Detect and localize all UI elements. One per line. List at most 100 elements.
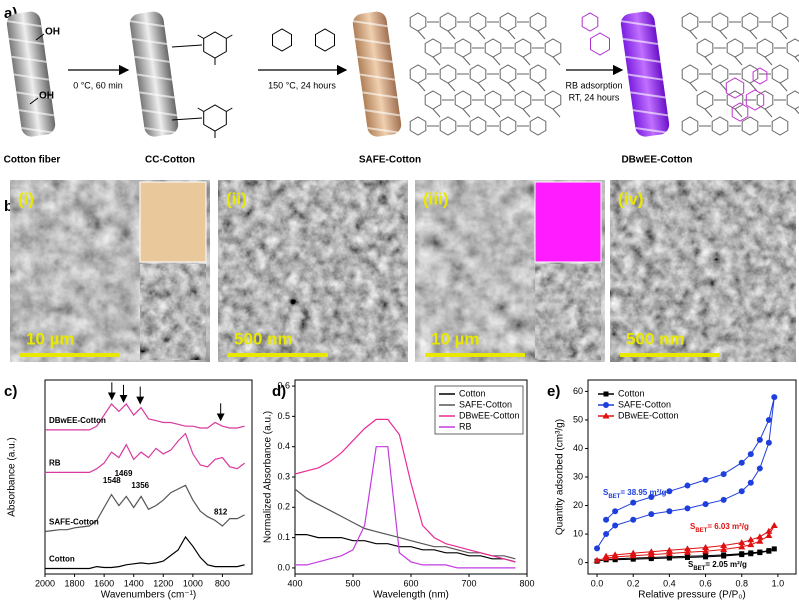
triazine-ring	[315, 28, 335, 52]
bond	[477, 30, 486, 40]
bond	[794, 56, 799, 63]
annotation: SBET= 6.03 m²/g	[690, 522, 749, 533]
triazine-ring	[454, 38, 472, 58]
triazine-ring	[756, 38, 774, 58]
fiber-stripe	[13, 73, 50, 81]
bond	[719, 30, 728, 40]
triazine-ring	[409, 12, 427, 32]
legend-label: Cotton	[459, 388, 486, 398]
peak-label: 1469	[115, 469, 133, 478]
triazine-ring	[696, 38, 714, 58]
bond	[462, 56, 471, 66]
fiber-label: Cotton fiber	[4, 155, 61, 166]
triazine-ring	[484, 90, 502, 110]
group-label: OH	[45, 27, 60, 38]
peak-label: 1356	[131, 481, 149, 490]
bond	[704, 108, 713, 118]
marker	[747, 451, 754, 458]
marker	[630, 516, 637, 523]
marker	[629, 549, 637, 556]
x-tick-label: 600	[403, 578, 418, 588]
marker	[702, 476, 709, 483]
fiber-label: CC-Cotton	[145, 155, 195, 166]
bond	[226, 107, 233, 112]
annotation-text: = 38.95 m²/g	[620, 488, 666, 497]
triazine-ring	[499, 12, 517, 32]
bond	[734, 108, 743, 118]
marker	[702, 543, 710, 550]
triazine-ring	[439, 116, 457, 136]
bond	[447, 82, 456, 92]
peak-label: 1548	[103, 476, 121, 485]
scale-label: 10 µm	[431, 329, 480, 348]
marker	[738, 543, 746, 550]
triazine-ring	[741, 12, 759, 32]
y-tick-label: 60	[573, 386, 583, 396]
fiber-stripe	[21, 127, 57, 135]
series-label: RB	[49, 458, 61, 467]
fiber-stripe	[139, 91, 175, 99]
bond	[704, 56, 713, 66]
sem-inset	[139, 263, 207, 361]
x-tick-label: 1200	[153, 578, 173, 588]
triazine-ring	[741, 116, 759, 136]
fiber-stripe	[11, 55, 47, 63]
legend-label: SAFE-Cotton	[459, 399, 512, 409]
marker	[747, 541, 755, 548]
group-label: OH	[39, 91, 54, 102]
fiber-body	[620, 11, 670, 137]
sem-inset	[534, 263, 602, 361]
bond	[226, 34, 233, 39]
marker	[765, 439, 772, 446]
series-line	[295, 446, 516, 569]
fiber-stripe	[18, 109, 55, 117]
fiber-stripe	[352, 20, 388, 28]
fiber-stripe	[632, 109, 669, 117]
triazine-ring	[771, 116, 789, 136]
marker	[747, 479, 754, 486]
marker	[756, 465, 763, 472]
legend-label: DBwEE-Cotton	[459, 410, 520, 420]
marker	[771, 546, 777, 552]
x-axis-title: Relative pressure (P/P₀)	[638, 590, 746, 600]
fiber-stripe	[359, 73, 396, 81]
triazine-ring	[681, 64, 699, 84]
marker	[666, 508, 673, 515]
plot-frame	[44, 379, 253, 575]
fiber-stripe	[8, 37, 45, 46]
fiber-stripe	[131, 37, 168, 46]
marker	[721, 552, 727, 558]
bond	[432, 108, 441, 118]
bond	[432, 56, 441, 66]
fiber-stripe	[362, 91, 398, 99]
series-label: DBwEE-Cotton	[49, 416, 106, 425]
triazine-ring	[581, 12, 599, 32]
fiber-stripe	[6, 20, 42, 28]
marker	[665, 549, 673, 556]
bond	[507, 82, 516, 92]
y-tick-label: 10	[573, 528, 583, 538]
y-tick-label: 0.0	[277, 562, 290, 572]
legend-label: Cotton	[618, 388, 645, 398]
marker	[748, 550, 754, 556]
bond	[492, 56, 501, 66]
marker	[683, 548, 691, 555]
bond	[537, 82, 546, 92]
marker	[738, 488, 745, 495]
bond	[552, 56, 561, 66]
triazine-ring	[514, 90, 532, 110]
x-tick-label: 1600	[94, 578, 114, 588]
bond	[417, 82, 426, 92]
fiber-stripe	[134, 55, 170, 63]
bond	[779, 82, 788, 92]
marker	[666, 554, 672, 560]
marker	[647, 548, 655, 555]
fiber-stripe	[367, 127, 403, 135]
y-axis-title: Normalized Absorbance (a.u.)	[263, 411, 274, 543]
marker	[702, 501, 709, 508]
annotation-subscript: BET	[693, 566, 705, 572]
legend-marker	[603, 391, 609, 397]
bond	[552, 108, 561, 118]
fiber	[6, 11, 57, 137]
x-axis-title: Wavenumbers (cm⁻¹)	[101, 590, 196, 600]
